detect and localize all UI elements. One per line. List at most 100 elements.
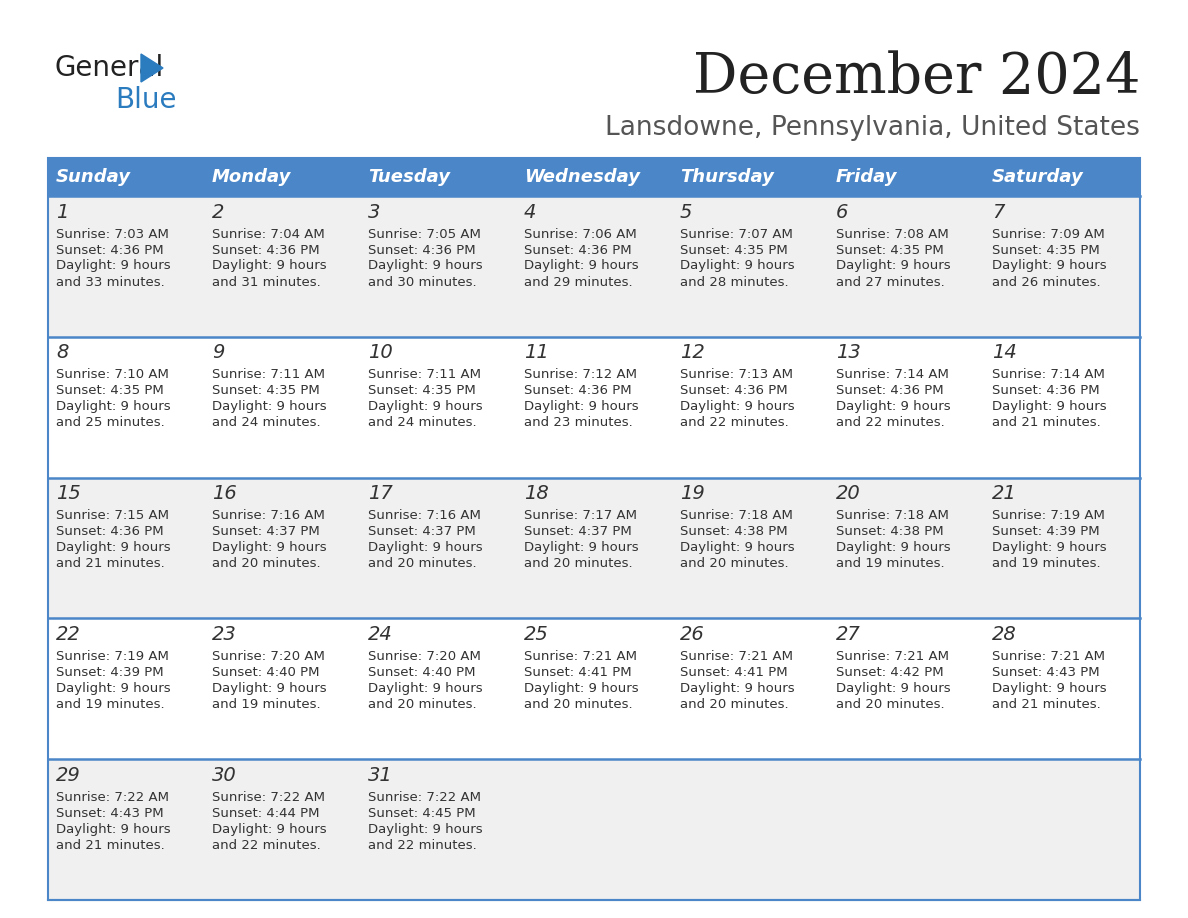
Text: 16: 16 (211, 484, 236, 503)
Text: and 24 minutes.: and 24 minutes. (368, 416, 476, 430)
Text: and 22 minutes.: and 22 minutes. (680, 416, 789, 430)
Text: Sunrise: 7:06 AM: Sunrise: 7:06 AM (524, 228, 637, 241)
Bar (672, 337, 828, 477)
Text: Daylight: 9 hours: Daylight: 9 hours (368, 682, 482, 695)
Text: Sunrise: 7:05 AM: Sunrise: 7:05 AM (368, 228, 481, 241)
Bar (360, 196, 516, 337)
Text: Sunset: 4:36 PM: Sunset: 4:36 PM (368, 243, 475, 256)
Text: 26: 26 (680, 625, 704, 644)
Text: Sunset: 4:37 PM: Sunset: 4:37 PM (211, 525, 320, 538)
Text: Sunset: 4:38 PM: Sunset: 4:38 PM (680, 525, 788, 538)
Bar (828, 619, 984, 759)
Text: and 20 minutes.: and 20 minutes. (211, 557, 321, 570)
Text: Daylight: 9 hours: Daylight: 9 hours (368, 823, 482, 835)
Text: Sunrise: 7:21 AM: Sunrise: 7:21 AM (992, 650, 1105, 663)
Text: and 33 minutes.: and 33 minutes. (56, 275, 165, 288)
Text: Sunrise: 7:11 AM: Sunrise: 7:11 AM (368, 368, 481, 381)
Bar (828, 337, 984, 477)
Text: and 22 minutes.: and 22 minutes. (211, 839, 321, 852)
Text: 23: 23 (211, 625, 236, 644)
Text: 30: 30 (211, 766, 236, 785)
Text: Daylight: 9 hours: Daylight: 9 hours (836, 400, 950, 413)
Text: Sunrise: 7:19 AM: Sunrise: 7:19 AM (56, 650, 169, 663)
Text: Daylight: 9 hours: Daylight: 9 hours (211, 541, 327, 554)
Text: Sunrise: 7:08 AM: Sunrise: 7:08 AM (836, 228, 949, 241)
Text: Sunrise: 7:17 AM: Sunrise: 7:17 AM (524, 509, 637, 522)
Text: 13: 13 (836, 343, 861, 363)
Bar (360, 759, 516, 900)
Text: Daylight: 9 hours: Daylight: 9 hours (992, 682, 1107, 695)
Text: Sunset: 4:42 PM: Sunset: 4:42 PM (836, 666, 943, 679)
Text: and 19 minutes.: and 19 minutes. (836, 557, 944, 570)
Text: Sunset: 4:36 PM: Sunset: 4:36 PM (211, 243, 320, 256)
Text: 3: 3 (368, 203, 380, 221)
Text: 29: 29 (56, 766, 81, 785)
Text: Sunset: 4:36 PM: Sunset: 4:36 PM (56, 243, 164, 256)
Text: and 23 minutes.: and 23 minutes. (524, 416, 633, 430)
Text: Daylight: 9 hours: Daylight: 9 hours (680, 682, 795, 695)
Text: 27: 27 (836, 625, 861, 644)
Bar (360, 337, 516, 477)
Text: Sunset: 4:40 PM: Sunset: 4:40 PM (368, 666, 475, 679)
Text: 12: 12 (680, 343, 704, 363)
Text: Daylight: 9 hours: Daylight: 9 hours (56, 823, 171, 835)
Text: Sunset: 4:41 PM: Sunset: 4:41 PM (524, 666, 632, 679)
Text: Sunrise: 7:20 AM: Sunrise: 7:20 AM (211, 650, 324, 663)
Bar (516, 196, 672, 337)
Text: 8: 8 (56, 343, 69, 363)
Text: Sunset: 4:35 PM: Sunset: 4:35 PM (56, 385, 164, 397)
Bar (672, 759, 828, 900)
Bar (360, 619, 516, 759)
Text: Daylight: 9 hours: Daylight: 9 hours (211, 400, 327, 413)
Text: December 2024: December 2024 (693, 50, 1140, 106)
Bar (48, 337, 204, 477)
Text: Daylight: 9 hours: Daylight: 9 hours (56, 541, 171, 554)
Text: and 24 minutes.: and 24 minutes. (211, 416, 321, 430)
Bar (672, 196, 828, 337)
Text: and 28 minutes.: and 28 minutes. (680, 275, 789, 288)
Bar (48, 759, 204, 900)
Text: and 21 minutes.: and 21 minutes. (992, 698, 1101, 711)
Text: Sunrise: 7:19 AM: Sunrise: 7:19 AM (992, 509, 1105, 522)
Text: Sunday: Sunday (56, 168, 131, 186)
Text: Sunrise: 7:22 AM: Sunrise: 7:22 AM (56, 790, 169, 803)
Text: and 22 minutes.: and 22 minutes. (368, 839, 476, 852)
Text: Sunset: 4:36 PM: Sunset: 4:36 PM (680, 385, 788, 397)
Bar (984, 158, 1140, 196)
Text: Daylight: 9 hours: Daylight: 9 hours (992, 541, 1107, 554)
Text: Daylight: 9 hours: Daylight: 9 hours (992, 400, 1107, 413)
Text: 1: 1 (56, 203, 69, 221)
Text: 4: 4 (524, 203, 536, 221)
Text: Sunset: 4:38 PM: Sunset: 4:38 PM (836, 525, 943, 538)
Text: Monday: Monday (211, 168, 291, 186)
Text: Sunrise: 7:04 AM: Sunrise: 7:04 AM (211, 228, 324, 241)
Bar (516, 477, 672, 619)
Text: Daylight: 9 hours: Daylight: 9 hours (836, 541, 950, 554)
Bar (204, 477, 360, 619)
Text: Tuesday: Tuesday (368, 168, 450, 186)
Text: Daylight: 9 hours: Daylight: 9 hours (836, 260, 950, 273)
Text: Sunset: 4:39 PM: Sunset: 4:39 PM (992, 525, 1100, 538)
Text: and 19 minutes.: and 19 minutes. (211, 698, 321, 711)
Text: Sunrise: 7:21 AM: Sunrise: 7:21 AM (524, 650, 637, 663)
Text: 19: 19 (680, 484, 704, 503)
Text: Sunset: 4:35 PM: Sunset: 4:35 PM (368, 385, 475, 397)
Text: Daylight: 9 hours: Daylight: 9 hours (992, 260, 1107, 273)
Text: 7: 7 (992, 203, 1004, 221)
Text: and 20 minutes.: and 20 minutes. (524, 557, 633, 570)
Text: Sunset: 4:37 PM: Sunset: 4:37 PM (524, 525, 632, 538)
Text: Daylight: 9 hours: Daylight: 9 hours (368, 541, 482, 554)
Text: Sunrise: 7:11 AM: Sunrise: 7:11 AM (211, 368, 326, 381)
Text: Sunrise: 7:18 AM: Sunrise: 7:18 AM (680, 509, 792, 522)
Text: Sunrise: 7:03 AM: Sunrise: 7:03 AM (56, 228, 169, 241)
Text: Daylight: 9 hours: Daylight: 9 hours (211, 823, 327, 835)
Bar (204, 196, 360, 337)
Text: 6: 6 (836, 203, 848, 221)
Bar (360, 477, 516, 619)
Bar (828, 158, 984, 196)
Bar (828, 477, 984, 619)
Text: and 25 minutes.: and 25 minutes. (56, 416, 165, 430)
Text: Sunrise: 7:21 AM: Sunrise: 7:21 AM (836, 650, 949, 663)
Bar (516, 158, 672, 196)
Text: Daylight: 9 hours: Daylight: 9 hours (56, 400, 171, 413)
